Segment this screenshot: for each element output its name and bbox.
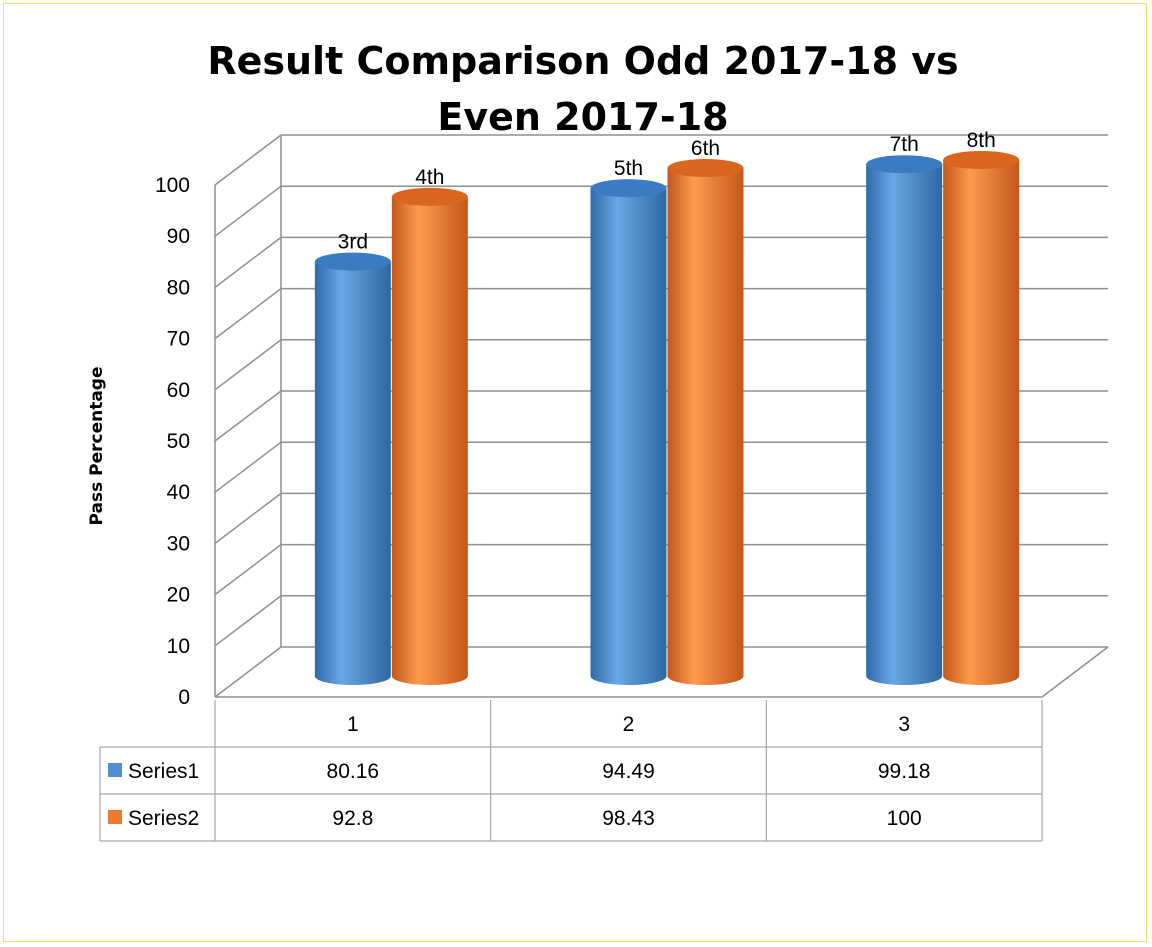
- y-tick-label: 20: [167, 584, 190, 607]
- table-value-cell: 99.18: [878, 760, 931, 783]
- gridline-diagonal: [214, 339, 282, 391]
- gridline-diagonal: [214, 441, 282, 493]
- gridline-diagonal: [214, 236, 282, 288]
- legend-series-name: Series2: [128, 807, 199, 830]
- table-value-cell: 80.16: [327, 760, 380, 783]
- legend-swatch: [108, 810, 122, 824]
- gridline-diagonal: [214, 595, 282, 647]
- y-tick-label: 50: [167, 430, 190, 453]
- table-value-cell: 98.43: [602, 807, 655, 830]
- y-tick-label: 100: [155, 174, 190, 197]
- y-axis-ticks: 0 10 20 30 40 50 60 70 80 90 100: [155, 174, 190, 709]
- bar-top: [943, 151, 1020, 169]
- table-value-cell: 100: [887, 807, 922, 830]
- y-tick-label: 40: [167, 481, 190, 504]
- data-label: 3rd: [338, 231, 368, 254]
- bar-body: [943, 160, 1020, 685]
- gridline-diagonal: [214, 185, 282, 237]
- table-header-cell: 2: [623, 713, 635, 736]
- bar-top: [667, 159, 744, 178]
- y-tick-label: 30: [167, 532, 190, 555]
- floor-side-edge: [1041, 646, 1109, 698]
- chart-title-line-1: Result Comparison Odd 2017-18 vs: [207, 39, 958, 83]
- data-label: 6th: [691, 137, 720, 160]
- data-label: 8th: [967, 129, 996, 152]
- bar-top: [391, 187, 468, 206]
- y-tick-label: 10: [167, 635, 190, 658]
- table-value-cell: 94.49: [602, 760, 655, 783]
- bar-body: [391, 196, 468, 685]
- bar-top: [590, 179, 667, 198]
- y-axis-label: Pass Percentage: [87, 366, 107, 525]
- y-tick-label: 70: [167, 328, 190, 351]
- data-label: 5th: [614, 157, 643, 180]
- gridline-diagonal: [214, 544, 282, 596]
- chart-frame: [3, 3, 1147, 942]
- bar-body: [866, 164, 943, 686]
- y-tick-label: 90: [167, 225, 190, 248]
- bars: 3rd 4th 5th 6th 7th 8th: [314, 129, 1020, 686]
- data-label: 4th: [415, 166, 444, 189]
- gridline-diagonal: [214, 390, 282, 442]
- gridline-diagonal: [214, 288, 282, 340]
- bar-body: [590, 188, 667, 686]
- gridline-diagonal: [214, 646, 282, 698]
- data-table: 1 2 3 Series1 80.16 94.49 99.18 Series2 92.8 98.4…: [99, 700, 1043, 842]
- bar-body: [667, 168, 744, 686]
- legend-swatch: [108, 763, 122, 777]
- bar-top: [314, 252, 391, 271]
- chart-title-line-2: Even 2017-18: [437, 95, 728, 139]
- bar-top: [866, 155, 943, 174]
- legend-series-name: Series1: [128, 760, 199, 783]
- gridline-diagonal: [214, 492, 282, 544]
- y-tick-label: 0: [178, 686, 190, 709]
- table-header-cell: 1: [347, 713, 359, 736]
- table-value-cell: 92.8: [332, 807, 373, 830]
- y-tick-label: 60: [167, 379, 190, 402]
- gridline-diagonal: [214, 134, 282, 186]
- y-tick-label: 80: [167, 276, 190, 299]
- bar-body: [314, 261, 391, 685]
- table-header-cell: 3: [898, 713, 910, 736]
- data-label: 7th: [890, 133, 919, 156]
